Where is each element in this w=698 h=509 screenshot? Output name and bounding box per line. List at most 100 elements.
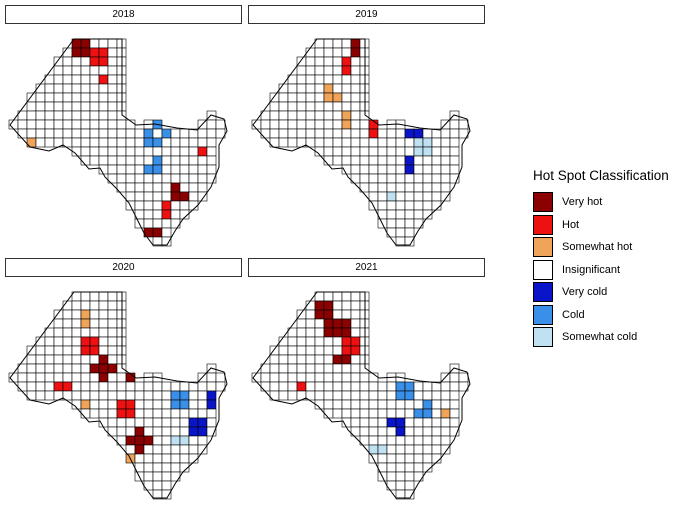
county-cell	[314, 354, 325, 365]
county-cell	[341, 47, 352, 58]
county-cell	[188, 426, 199, 437]
county-cell	[44, 83, 55, 94]
county-cell	[125, 146, 136, 157]
county-cell	[206, 137, 217, 148]
county-cell	[134, 417, 145, 428]
county-cell	[305, 372, 316, 383]
county-cell	[170, 408, 181, 419]
county-cell	[359, 164, 370, 175]
county-grid	[251, 38, 469, 247]
county-cell	[53, 119, 64, 130]
county-cell	[404, 462, 415, 473]
county-cell	[35, 110, 46, 121]
county-cell	[71, 65, 82, 76]
county-cell	[368, 426, 379, 437]
county-cell	[152, 399, 163, 410]
county-cell	[35, 354, 46, 365]
county-cell	[143, 164, 154, 175]
county-cell	[98, 119, 109, 130]
county-cell	[314, 363, 325, 374]
panel-title-2020: 2020	[5, 258, 242, 277]
county-cell	[341, 38, 352, 49]
county-cell	[377, 390, 388, 401]
county-cell	[377, 173, 388, 184]
county-cell	[386, 164, 397, 175]
county-cell	[80, 318, 91, 329]
county-cell	[152, 146, 163, 157]
county-cell	[107, 65, 118, 76]
county-cell	[215, 119, 226, 130]
county-cell	[449, 164, 460, 175]
county-cell	[422, 155, 433, 166]
county-cell	[422, 408, 433, 419]
county-cell	[152, 381, 163, 392]
county-cell	[431, 417, 442, 428]
county-cell	[422, 399, 433, 410]
county-cell	[98, 56, 109, 67]
county-cell	[422, 462, 433, 473]
county-cell	[107, 309, 118, 320]
county-cell	[152, 128, 163, 139]
county-cell	[80, 119, 91, 130]
county-cell	[305, 336, 316, 347]
county-cell	[143, 182, 154, 193]
county-cell	[80, 56, 91, 67]
county-cell	[341, 381, 352, 392]
county-cell	[107, 83, 118, 94]
county-cell	[152, 462, 163, 473]
county-cell	[206, 426, 217, 437]
county-cell	[197, 417, 208, 428]
county-cell	[161, 489, 172, 500]
county-cell	[107, 56, 118, 67]
county-cell	[305, 74, 316, 85]
county-map-2019	[251, 38, 471, 247]
county-cell	[179, 146, 190, 157]
county-cell	[287, 83, 298, 94]
county-cell	[206, 119, 217, 130]
county-cell	[80, 399, 91, 410]
county-cell	[170, 128, 181, 139]
county-cell	[404, 489, 415, 500]
county-cell	[386, 435, 397, 446]
county-cell	[386, 182, 397, 193]
county-cell	[143, 227, 154, 238]
county-cell	[323, 291, 334, 302]
county-cell	[143, 435, 154, 446]
county-cell	[17, 372, 28, 383]
county-cell	[350, 164, 361, 175]
county-cell	[296, 363, 307, 374]
county-cell	[350, 399, 361, 410]
county-cell	[413, 137, 424, 148]
county-cell	[98, 83, 109, 94]
county-cell	[314, 92, 325, 103]
county-cell	[359, 372, 370, 383]
county-cell	[458, 119, 469, 130]
county-cell	[134, 182, 145, 193]
county-cell	[98, 74, 109, 85]
county-cell	[332, 155, 343, 166]
county-cell	[62, 354, 73, 365]
county-cell	[89, 74, 100, 85]
county-cell	[89, 318, 100, 329]
county-cell	[62, 65, 73, 76]
county-cell	[359, 128, 370, 139]
county-cell	[323, 56, 334, 67]
county-cell	[422, 444, 433, 455]
county-cell	[431, 435, 442, 446]
legend-label-cold: Cold	[562, 308, 585, 321]
county-cell	[404, 182, 415, 193]
county-cell	[350, 354, 361, 365]
county-cell	[44, 128, 55, 139]
county-cell	[206, 146, 217, 157]
county-cell	[323, 327, 334, 338]
county-cell	[143, 471, 154, 482]
county-cell	[422, 137, 433, 148]
county-cell	[278, 137, 289, 148]
county-cell	[296, 318, 307, 329]
county-cell	[116, 381, 127, 392]
county-cell	[422, 200, 433, 211]
county-cell	[134, 453, 145, 464]
county-cell	[332, 146, 343, 157]
state-outline	[252, 291, 471, 499]
county-cell	[332, 354, 343, 365]
